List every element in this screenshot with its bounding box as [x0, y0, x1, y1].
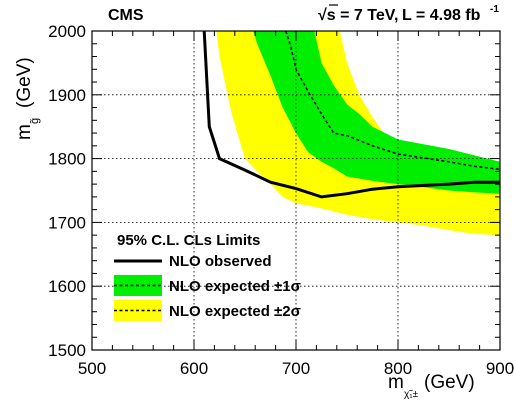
observed-limit-line [202, 30, 500, 199]
luminosity-exponent: -1 [490, 4, 499, 15]
y-tick-label: 2000 [48, 22, 86, 41]
x-tick-label: 800 [384, 359, 412, 378]
y-axis-label-sub: g̃ [29, 118, 41, 124]
x-axis-label: m [388, 372, 404, 393]
x-axis-label-sub: χ̃₁± [404, 389, 419, 400]
legend-2sigma-label: NLO expected ±2σ [169, 303, 301, 320]
x-tick-label: 500 [78, 359, 106, 378]
legend-title: 95% C.L. CLs Limits [117, 232, 260, 249]
y-tick-labels: 1500 1600 1700 1800 1900 2000 [48, 22, 86, 360]
y-axis-label: m [14, 124, 35, 140]
expected-limit-line [285, 30, 501, 171]
y-tick-label: 1500 [48, 341, 86, 360]
y-tick-label: 1800 [48, 150, 86, 169]
axis-ticks [91, 30, 501, 351]
y-tick-label: 1900 [48, 86, 86, 105]
legend-observed-label: NLO observed [169, 253, 272, 270]
x-tick-labels: 500 600 700 800 900 [78, 359, 514, 378]
x-tick-label: 700 [282, 359, 310, 378]
luminosity-label: L = 4.98 fb [402, 7, 481, 24]
x-tick-label: 600 [180, 359, 208, 378]
legend-1sigma-label: NLO expected ±1σ [169, 278, 301, 295]
legend: 95% C.L. CLs Limits NLO observed NLO exp… [114, 232, 301, 321]
experiment-label: CMS [108, 7, 144, 24]
band-1sigma [253, 31, 500, 194]
y-tick-label: 1700 [48, 213, 86, 232]
y-tick-label: 1600 [48, 277, 86, 296]
x-tick-label: 900 [486, 359, 514, 378]
energy-label: √s = 7 TeV, [318, 7, 398, 24]
x-axis-label-unit: (GeV) [424, 372, 475, 393]
y-axis-label-unit: (GeV) [14, 57, 35, 108]
